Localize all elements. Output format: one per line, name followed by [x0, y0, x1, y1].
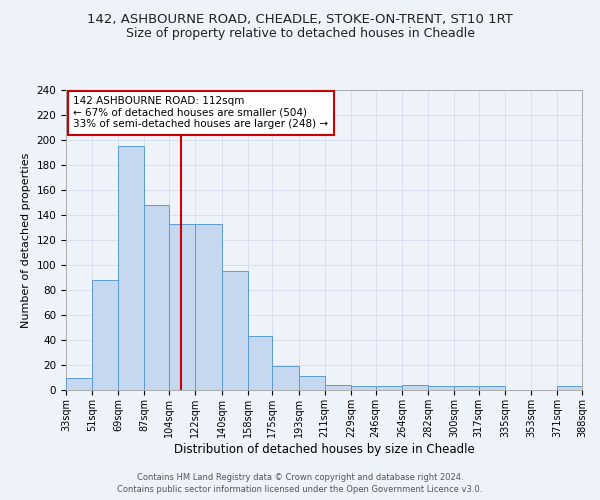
X-axis label: Distribution of detached houses by size in Cheadle: Distribution of detached houses by size …: [173, 442, 475, 456]
Bar: [402, 385, 428, 390]
Text: Contains public sector information licensed under the Open Government Licence v3: Contains public sector information licen…: [118, 485, 482, 494]
Bar: [557, 386, 582, 390]
Bar: [376, 386, 402, 390]
Text: Size of property relative to detached houses in Cheadle: Size of property relative to detached ho…: [125, 28, 475, 40]
Bar: [428, 386, 454, 390]
Bar: [248, 336, 272, 390]
Y-axis label: Number of detached properties: Number of detached properties: [21, 152, 31, 328]
Text: Contains HM Land Registry data © Crown copyright and database right 2024.: Contains HM Land Registry data © Crown c…: [137, 472, 463, 482]
Bar: [118, 146, 145, 390]
Bar: [272, 366, 299, 390]
Bar: [325, 385, 351, 390]
Bar: [92, 280, 118, 390]
Text: 142 ASHBOURNE ROAD: 112sqm
← 67% of detached houses are smaller (504)
33% of sem: 142 ASHBOURNE ROAD: 112sqm ← 67% of deta…: [73, 96, 328, 130]
Bar: [196, 224, 221, 390]
Bar: [479, 386, 505, 390]
Bar: [299, 376, 325, 390]
Bar: [145, 205, 169, 390]
Bar: [169, 224, 196, 390]
Bar: [66, 378, 92, 390]
Bar: [351, 386, 376, 390]
Bar: [221, 271, 248, 390]
Bar: [454, 386, 479, 390]
Text: 142, ASHBOURNE ROAD, CHEADLE, STOKE-ON-TRENT, ST10 1RT: 142, ASHBOURNE ROAD, CHEADLE, STOKE-ON-T…: [87, 12, 513, 26]
